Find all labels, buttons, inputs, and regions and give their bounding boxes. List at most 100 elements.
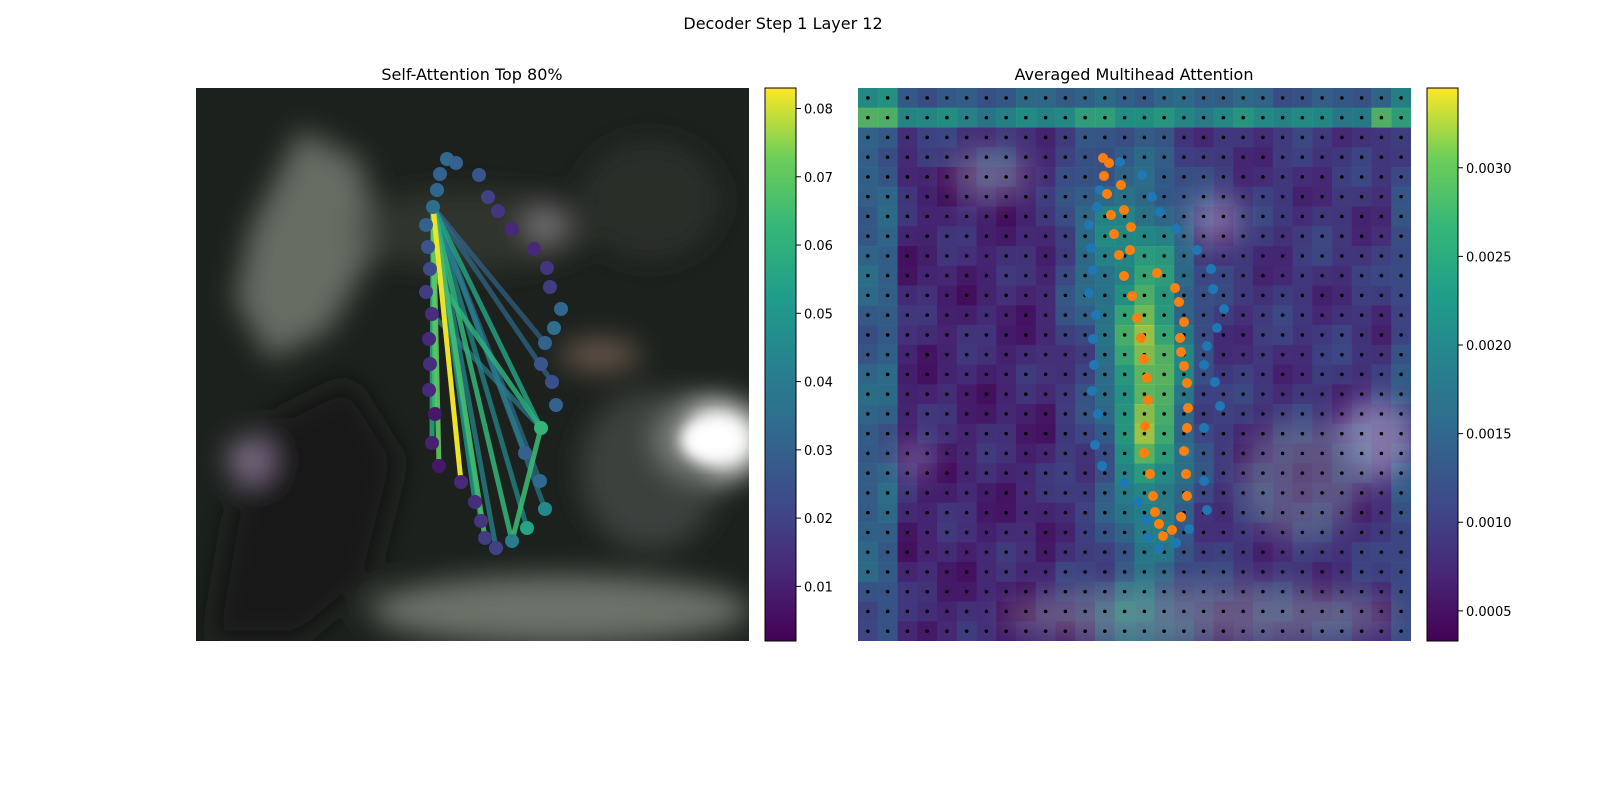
grid-dot — [1221, 491, 1226, 495]
grid-dot — [1379, 96, 1384, 100]
attention-edge — [430, 204, 530, 531]
grid-dot — [1399, 431, 1403, 436]
grid-dot — [1122, 155, 1127, 159]
keypoint — [425, 307, 439, 321]
grid-dot — [1241, 570, 1245, 574]
grid-dot — [1182, 115, 1186, 120]
grid-dot — [1043, 175, 1048, 179]
grid-dot — [1241, 135, 1245, 140]
grid-dot — [945, 352, 949, 357]
grid-dot — [1359, 273, 1364, 278]
grid-dot — [1300, 352, 1305, 357]
grid-dot — [1162, 155, 1166, 159]
grid-dot — [1201, 115, 1206, 120]
grid-dot — [1103, 273, 1107, 278]
grid-dot — [1083, 550, 1087, 554]
grid-dot — [984, 372, 989, 377]
grid-dot — [1221, 629, 1226, 633]
orange-keypoint — [1145, 469, 1155, 479]
grid-dot — [964, 589, 969, 594]
grid-dot — [1142, 254, 1147, 258]
grid-dot — [945, 431, 949, 436]
grid-dot — [1340, 214, 1344, 219]
grid-dot — [1201, 333, 1206, 337]
grid-dot — [964, 629, 969, 633]
grid-dot — [866, 451, 870, 456]
grid-dot — [1399, 570, 1403, 574]
grid-dot — [1340, 135, 1344, 140]
grid-dot — [905, 352, 910, 357]
grid-dot — [1201, 412, 1206, 416]
grid-dot — [1103, 293, 1107, 298]
grid-dot — [1320, 135, 1324, 140]
grid-dot — [1122, 392, 1127, 396]
grid-dot — [1043, 589, 1048, 594]
grid-dot — [1162, 570, 1166, 574]
blue-keypoint — [1215, 401, 1225, 411]
grid-dot — [1280, 510, 1285, 515]
grid-dot — [1024, 333, 1028, 337]
grid-dot — [1004, 115, 1008, 120]
grid-dot — [984, 392, 989, 396]
grid-dot — [1359, 234, 1364, 238]
grid-dot — [1063, 451, 1068, 456]
orange-keypoint — [1181, 469, 1191, 479]
grid-dot — [1280, 352, 1285, 357]
grid-dot — [945, 550, 949, 554]
grid-dot — [1320, 273, 1324, 278]
grid-dot — [1221, 550, 1226, 554]
grid-dot — [1043, 313, 1048, 317]
grid-dot — [1122, 530, 1127, 535]
grid-dot — [1300, 175, 1305, 179]
grid-dot — [1280, 135, 1285, 140]
orange-keypoint — [1182, 423, 1192, 433]
grid-dot — [1340, 175, 1344, 179]
blue-keypoint — [1087, 386, 1097, 396]
grid-dot — [866, 471, 870, 475]
grid-dot — [1004, 135, 1008, 140]
grid-dot — [1182, 589, 1186, 594]
grid-dot — [1300, 214, 1305, 219]
grid-dot — [1122, 491, 1127, 495]
grid-dot — [1004, 451, 1008, 456]
grid-dot — [945, 491, 949, 495]
grid-dot — [945, 135, 949, 140]
grid-dot — [1320, 550, 1324, 554]
grid-dot — [866, 570, 870, 574]
grid-dot — [1024, 175, 1028, 179]
grid-dot — [1063, 412, 1068, 416]
grid-dot — [1359, 392, 1364, 396]
colorbar-tick-label: 0.0030 — [1466, 162, 1512, 177]
grid-dot — [1083, 570, 1087, 574]
grid-dot — [945, 155, 949, 159]
grid-dot — [1379, 155, 1384, 159]
grid-dot — [866, 510, 870, 515]
grid-dot — [1261, 273, 1265, 278]
attention-edge — [430, 204, 488, 541]
grid-dot — [1379, 491, 1384, 495]
keypoint — [472, 168, 486, 182]
grid-dot — [1004, 471, 1008, 475]
grid-dot — [964, 155, 969, 159]
grid-dot — [945, 372, 949, 377]
grid-dot — [1024, 293, 1028, 298]
grid-dot — [1024, 491, 1028, 495]
grid-dot — [1083, 609, 1087, 614]
grid-dot — [1300, 273, 1305, 278]
grid-dot — [1004, 155, 1008, 159]
grid-dot — [1241, 372, 1245, 377]
grid-dot — [1340, 352, 1344, 357]
grid-dot — [1261, 510, 1265, 515]
grid-dot — [1103, 629, 1107, 633]
grid-dot — [905, 609, 910, 614]
grid-dot — [945, 629, 949, 633]
grid-dot — [866, 234, 870, 238]
grid-dot — [1004, 589, 1008, 594]
grid-dot — [885, 510, 890, 515]
blue-keypoint — [1137, 170, 1147, 180]
grid-dot — [1379, 293, 1384, 298]
grid-dot — [1201, 352, 1206, 357]
grid-dot — [1004, 530, 1008, 535]
grid-dot — [1300, 392, 1305, 396]
grid-dot — [1340, 313, 1344, 317]
